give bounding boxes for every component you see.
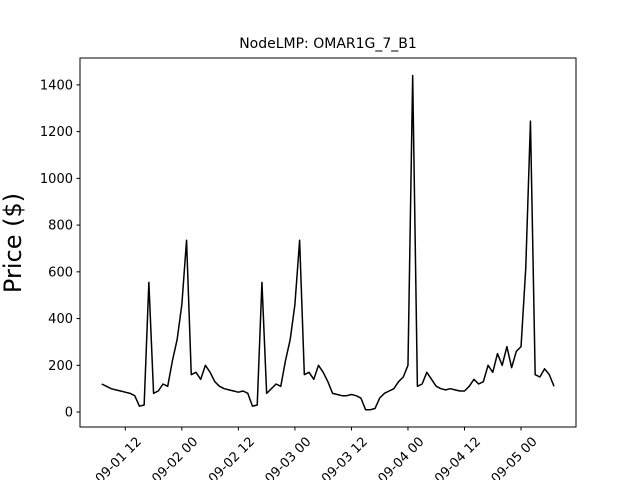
y-tick-label: 600 bbox=[48, 265, 73, 280]
x-tick-label: 09-02 00 bbox=[149, 435, 201, 480]
y-tick-label: 1200 bbox=[40, 125, 73, 140]
x-tick-label: 09-02 12 bbox=[206, 435, 258, 480]
plot-frame bbox=[79, 57, 577, 428]
x-tick-label: 09-05 00 bbox=[489, 435, 541, 480]
x-tick-label: 09-03 12 bbox=[319, 435, 371, 480]
y-tick-label: 400 bbox=[48, 312, 73, 327]
y-tick-label: 800 bbox=[48, 219, 73, 234]
x-tick-label: 09-04 00 bbox=[376, 435, 428, 480]
price-line bbox=[101, 74, 555, 411]
chart-title: NodeLMP: OMAR1G_7_B1 bbox=[239, 36, 417, 52]
x-tick-label: 09-04 12 bbox=[432, 435, 484, 480]
y-tick-label: 1000 bbox=[40, 172, 73, 187]
x-tick-label: 09-03 00 bbox=[262, 435, 314, 480]
y-tick-label: 200 bbox=[48, 359, 73, 374]
y-tick-label: 1400 bbox=[40, 78, 73, 93]
y-axis-label: Price ($) bbox=[0, 193, 27, 293]
y-tick-label: 0 bbox=[65, 406, 73, 421]
x-tick-label: 09-01 12 bbox=[93, 435, 145, 480]
